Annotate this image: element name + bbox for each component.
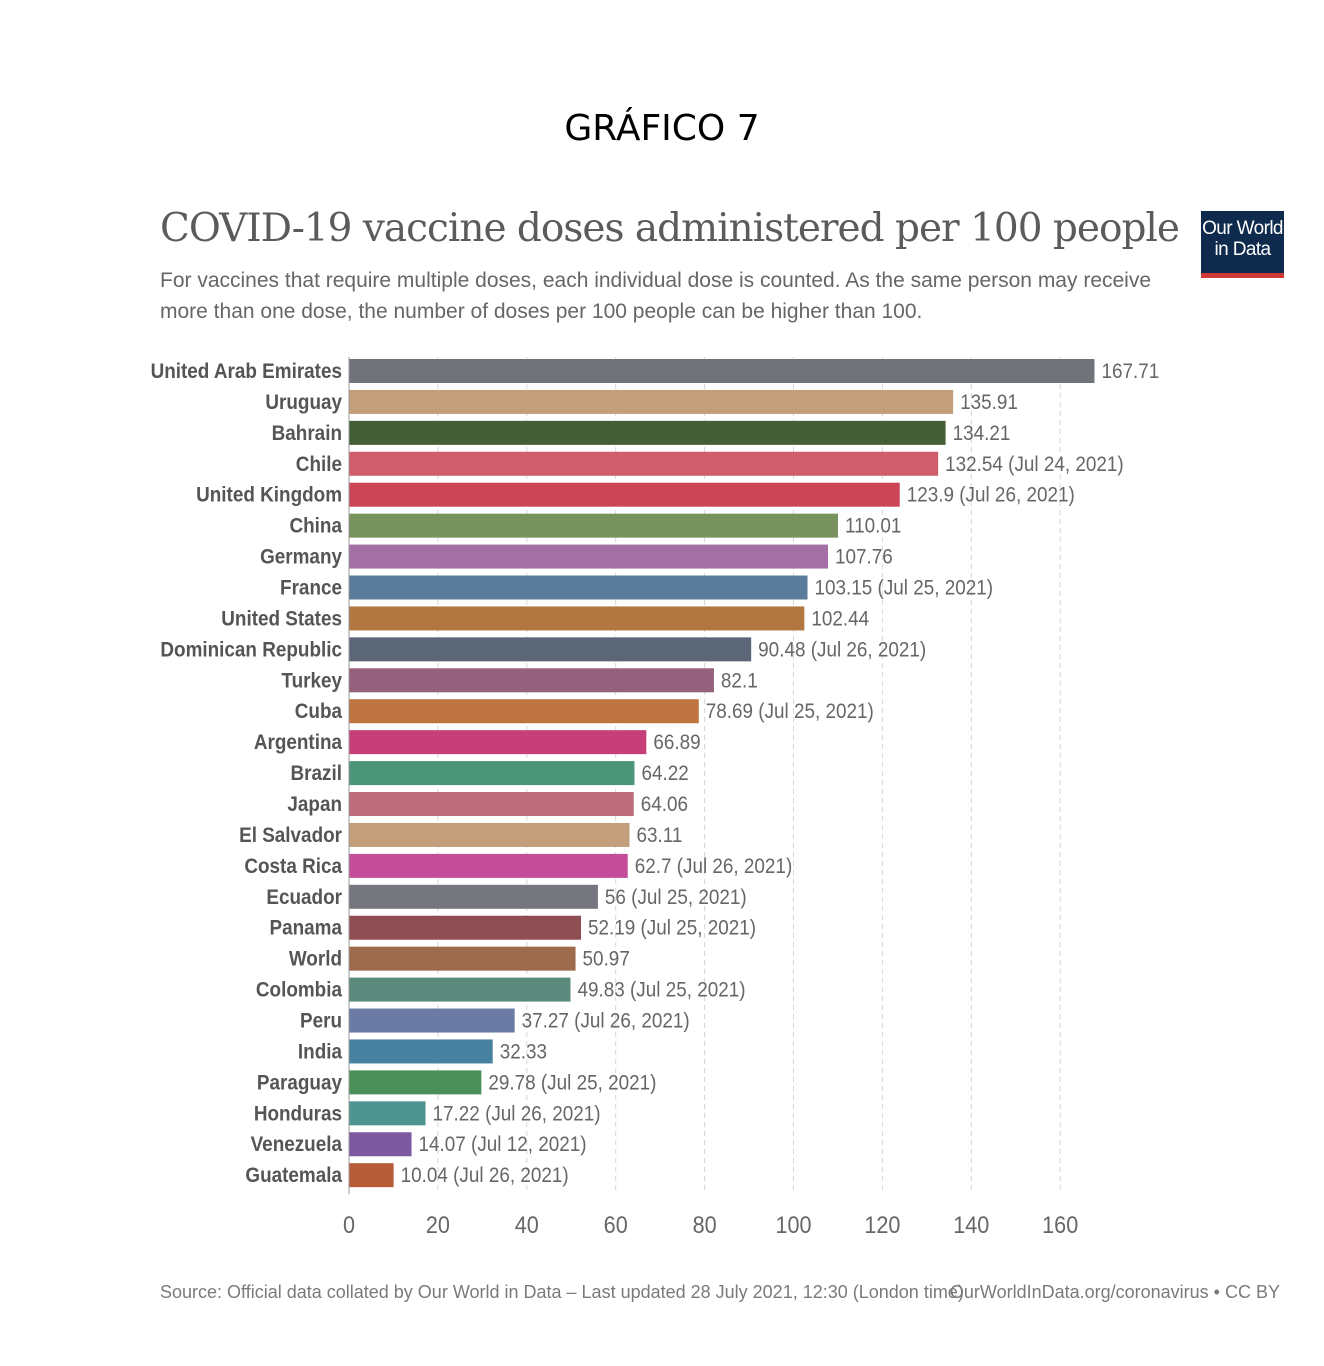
bar[interactable] — [349, 946, 576, 971]
bar[interactable] — [349, 1163, 394, 1188]
logo-line-2: in Data — [1214, 239, 1271, 260]
x-tick-label: 0 — [343, 1211, 355, 1238]
category-label: Costa Rica — [244, 855, 342, 878]
bar[interactable] — [349, 482, 900, 507]
value-label: 37.27 (Jul 26, 2021) — [522, 1010, 690, 1033]
value-label: 123.9 (Jul 26, 2021) — [907, 484, 1075, 507]
value-label: 14.07 (Jul 12, 2021) — [419, 1133, 587, 1156]
chart-title: COVID-19 vaccine doses administered per … — [160, 206, 1180, 251]
value-label: 167.71 — [1101, 360, 1159, 383]
category-label: Peru — [300, 1010, 342, 1033]
bar[interactable] — [349, 389, 954, 414]
value-label: 64.22 — [641, 762, 688, 785]
value-label: 102.44 — [811, 608, 869, 631]
bar[interactable] — [349, 513, 838, 538]
category-label: Chile — [296, 453, 342, 476]
value-label: 32.33 — [500, 1041, 547, 1064]
x-tick-label: 20 — [426, 1211, 450, 1238]
category-label: Guatemala — [245, 1164, 342, 1187]
x-tick-label: 80 — [693, 1211, 717, 1238]
value-label: 134.21 — [953, 422, 1011, 445]
bar[interactable] — [349, 822, 630, 847]
x-tick-label: 120 — [864, 1211, 900, 1238]
category-label: Japan — [287, 793, 342, 816]
value-label: 90.48 (Jul 26, 2021) — [758, 639, 926, 662]
value-label: 132.54 (Jul 24, 2021) — [945, 453, 1124, 476]
x-tick-label: 60 — [604, 1211, 628, 1238]
category-label: United States — [221, 608, 342, 631]
bar[interactable] — [349, 544, 828, 569]
bar[interactable] — [349, 420, 946, 445]
value-label: 49.83 (Jul 25, 2021) — [577, 979, 745, 1002]
bar[interactable] — [349, 359, 1095, 383]
chart-subtitle: For vaccines that require multiple doses… — [160, 269, 1152, 323]
category-label: France — [280, 577, 342, 600]
bar[interactable] — [349, 699, 699, 724]
category-label: Uruguay — [265, 391, 342, 414]
category-label: United Arab Emirates — [151, 360, 342, 383]
category-label: Colombia — [256, 979, 343, 1002]
value-label: 63.11 — [637, 824, 683, 847]
category-label: El Salvador — [239, 824, 342, 847]
x-tick-label: 160 — [1042, 1211, 1078, 1238]
x-tick-label: 40 — [515, 1211, 539, 1238]
category-label: India — [298, 1041, 343, 1064]
category-label: Panama — [270, 917, 343, 940]
value-label: 66.89 — [653, 731, 700, 754]
bar[interactable] — [349, 668, 714, 693]
category-label: Cuba — [295, 700, 343, 723]
category-label: Venezuela — [251, 1133, 343, 1156]
category-label: World — [289, 948, 342, 971]
x-tick-label: 140 — [953, 1211, 989, 1238]
category-label: China — [290, 515, 343, 538]
category-label: Germany — [260, 546, 342, 569]
bar[interactable] — [349, 1132, 412, 1157]
footer-url[interactable]: OurWorldInData.org/coronavirus • CC BY — [949, 1282, 1280, 1302]
value-label: 82.1 — [721, 669, 758, 692]
page-heading: GRÁFICO 7 — [564, 108, 760, 149]
value-label: 64.06 — [641, 793, 688, 816]
category-label: Bahrain — [272, 422, 342, 445]
category-label: Honduras — [254, 1102, 342, 1125]
bar[interactable] — [349, 792, 634, 817]
category-label: Paraguay — [257, 1072, 342, 1095]
value-label: 17.22 (Jul 26, 2021) — [433, 1102, 601, 1125]
value-label: 29.78 (Jul 25, 2021) — [488, 1072, 656, 1095]
value-label: 62.7 (Jul 26, 2021) — [635, 855, 793, 878]
category-label: Brazil — [291, 762, 342, 785]
bar[interactable] — [349, 1070, 482, 1095]
owid-logo[interactable]: Our World in Data — [1201, 211, 1284, 278]
bar[interactable] — [349, 451, 939, 476]
bar[interactable] — [349, 606, 805, 631]
value-label: 107.76 — [835, 546, 893, 569]
value-label: 110.01 — [845, 515, 901, 538]
category-label: Argentina — [254, 731, 343, 754]
value-label: 56 (Jul 25, 2021) — [605, 886, 747, 909]
bar[interactable] — [349, 915, 581, 940]
value-label: 78.69 (Jul 25, 2021) — [706, 700, 874, 723]
bar[interactable] — [349, 884, 598, 909]
bar[interactable] — [349, 977, 571, 1002]
bar[interactable] — [349, 853, 628, 878]
bar[interactable] — [349, 761, 635, 786]
category-label: Turkey — [281, 669, 342, 692]
x-tick-label: 100 — [775, 1211, 811, 1238]
bar[interactable] — [349, 1101, 426, 1126]
bar[interactable] — [349, 575, 808, 600]
bar[interactable] — [349, 730, 647, 755]
bar[interactable] — [349, 1039, 493, 1064]
value-label: 10.04 (Jul 26, 2021) — [401, 1164, 569, 1187]
bar[interactable] — [349, 637, 752, 662]
value-label: 135.91 — [960, 391, 1018, 414]
bar[interactable] — [349, 1008, 515, 1033]
category-label: Dominican Republic — [160, 639, 342, 662]
footer-source: Source: Official data collated by Our Wo… — [160, 1282, 964, 1302]
logo-line-1: Our World — [1202, 218, 1283, 239]
value-label: 103.15 (Jul 25, 2021) — [815, 577, 994, 600]
category-label: United Kingdom — [196, 484, 342, 507]
value-label: 50.97 — [583, 948, 630, 971]
category-label: Ecuador — [266, 886, 342, 909]
value-label: 52.19 (Jul 25, 2021) — [588, 917, 756, 940]
